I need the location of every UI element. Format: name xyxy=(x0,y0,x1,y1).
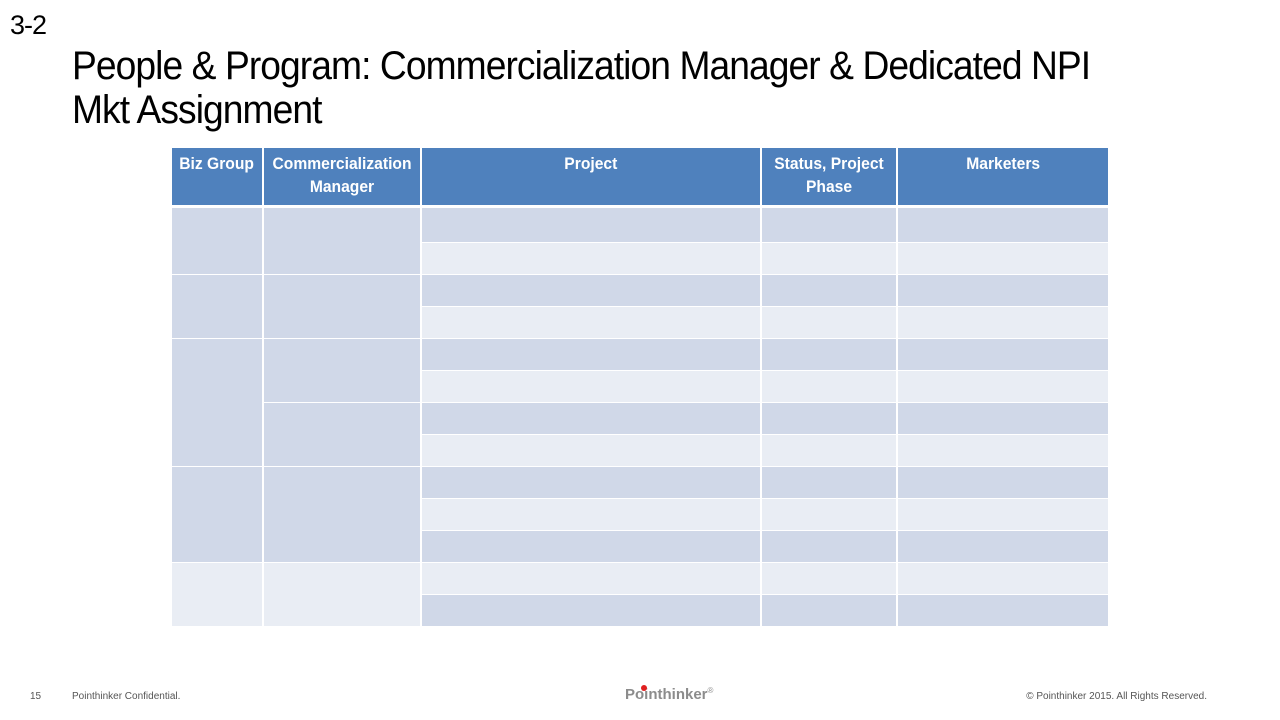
manager-cell[interactable] xyxy=(263,466,422,563)
header-status-phase: Status, Project Phase xyxy=(761,148,898,208)
status-cell[interactable] xyxy=(761,338,898,371)
manager-cell[interactable] xyxy=(263,338,422,403)
manager-cell[interactable] xyxy=(263,562,422,627)
status-cell[interactable] xyxy=(761,242,898,275)
project-cell[interactable] xyxy=(421,562,762,595)
marketers-cell[interactable] xyxy=(897,206,1108,243)
project-cell[interactable] xyxy=(421,594,762,627)
manager-cell[interactable] xyxy=(263,402,422,467)
marketers-cell[interactable] xyxy=(897,402,1108,435)
project-cell[interactable] xyxy=(421,274,762,307)
biz-group-cell[interactable] xyxy=(172,338,264,467)
status-cell[interactable] xyxy=(761,498,898,531)
marketers-cell[interactable] xyxy=(897,274,1108,307)
table-row xyxy=(172,434,1108,467)
table-header-row: Biz Group Commercialization Manager Proj… xyxy=(172,148,1108,208)
status-cell[interactable] xyxy=(761,402,898,435)
biz-group-cell[interactable] xyxy=(172,562,264,627)
project-cell[interactable] xyxy=(421,434,762,467)
project-cell[interactable] xyxy=(421,206,762,243)
marketers-cell[interactable] xyxy=(897,562,1108,595)
logo-text: Pointhinker xyxy=(625,686,708,703)
marketers-cell[interactable] xyxy=(897,530,1108,563)
project-cell[interactable] xyxy=(421,306,762,339)
status-cell[interactable] xyxy=(761,274,898,307)
status-cell[interactable] xyxy=(761,530,898,563)
project-cell[interactable] xyxy=(421,466,762,499)
marketers-cell[interactable] xyxy=(897,242,1108,275)
project-cell[interactable] xyxy=(421,498,762,531)
status-cell[interactable] xyxy=(761,206,898,243)
biz-group-cell[interactable] xyxy=(172,274,264,339)
header-project: Project xyxy=(421,148,762,208)
header-commercialization-manager: Commercialization Manager xyxy=(263,148,422,208)
slide-title: People & Program: Commercialization Mana… xyxy=(72,44,1091,132)
table-row xyxy=(172,562,1108,627)
biz-group-cell[interactable] xyxy=(172,466,264,563)
status-cell[interactable] xyxy=(761,594,898,627)
slide-tag: 3-2 xyxy=(10,10,47,40)
table-row xyxy=(172,306,1108,339)
status-cell[interactable] xyxy=(761,562,898,595)
header-biz-group: Biz Group xyxy=(172,148,264,208)
page-number: 15 xyxy=(30,691,42,702)
table-row xyxy=(172,242,1108,275)
marketers-cell[interactable] xyxy=(897,338,1108,371)
marketers-cell[interactable] xyxy=(897,466,1108,499)
project-cell[interactable] xyxy=(421,338,762,371)
biz-group-cell[interactable] xyxy=(172,206,264,275)
marketers-cell[interactable] xyxy=(897,594,1108,627)
table-row xyxy=(172,370,1108,403)
table-row xyxy=(172,402,1108,467)
project-cell[interactable] xyxy=(421,530,762,563)
status-cell[interactable] xyxy=(761,306,898,339)
project-cell[interactable] xyxy=(421,242,762,275)
registered-mark: ® xyxy=(707,686,714,695)
logo-dot-icon xyxy=(641,685,647,691)
marketers-cell[interactable] xyxy=(897,370,1108,403)
table-row xyxy=(172,530,1108,563)
marketers-cell[interactable] xyxy=(897,434,1108,467)
pointhinker-logo: Pointhinker® xyxy=(625,685,714,703)
manager-cell[interactable] xyxy=(263,274,422,339)
status-cell[interactable] xyxy=(761,370,898,403)
manager-cell[interactable] xyxy=(263,206,422,275)
project-cell[interactable] xyxy=(421,402,762,435)
table-row xyxy=(172,338,1108,467)
marketers-cell[interactable] xyxy=(897,498,1108,531)
table-row xyxy=(172,206,1108,275)
assignment-table: Biz Group Commercialization Manager Proj… xyxy=(172,148,1108,630)
table-row xyxy=(172,274,1108,339)
header-marketers: Marketers xyxy=(897,148,1108,208)
copyright-notice: © Pointhinker 2015. All Rights Reserved. xyxy=(1026,691,1207,702)
confidential-notice: Pointhinker Confidential. xyxy=(72,691,181,702)
table-row xyxy=(172,498,1108,531)
status-cell[interactable] xyxy=(761,434,898,467)
marketers-cell[interactable] xyxy=(897,306,1108,339)
status-cell[interactable] xyxy=(761,466,898,499)
table-row xyxy=(172,466,1108,563)
table-row xyxy=(172,594,1108,627)
project-cell[interactable] xyxy=(421,370,762,403)
